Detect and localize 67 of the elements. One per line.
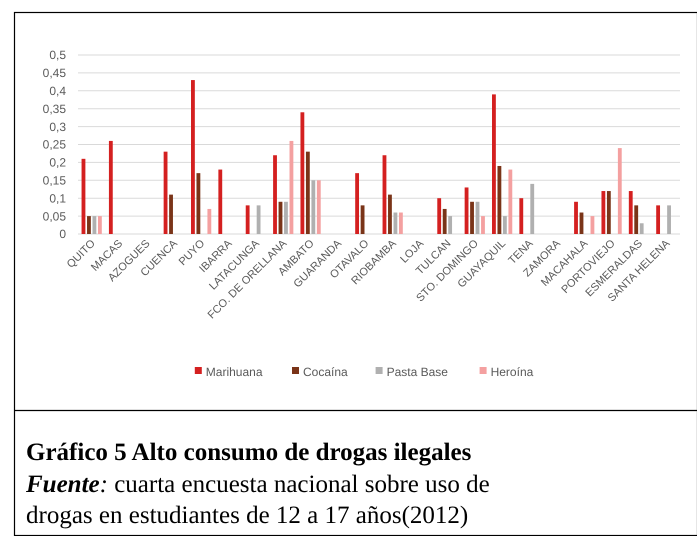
- bar: [437, 198, 442, 234]
- bar: [574, 202, 578, 234]
- y-tick-label: 0,4: [49, 84, 66, 98]
- bar: [388, 194, 392, 234]
- legend-label: Marihuana: [206, 365, 263, 380]
- bar: [316, 180, 321, 234]
- bar: [278, 202, 282, 234]
- legend-label: Cocaína: [303, 365, 348, 380]
- y-tick-label: 0,15: [42, 174, 66, 188]
- source-note: Fuente: cuarta encuesta nacional sobre uso de drogas en estudiantes de 12 a 17 años(2012): [25, 471, 490, 529]
- bar: [530, 184, 534, 234]
- bar: [98, 216, 102, 234]
- bar: [628, 191, 633, 234]
- bar: [470, 202, 474, 234]
- bar: [398, 212, 403, 234]
- bar: [618, 148, 622, 234]
- bar: [108, 140, 113, 234]
- bar: [306, 152, 310, 234]
- y-tick-label: 0,45: [42, 66, 66, 80]
- bar: [360, 205, 364, 234]
- bar: [256, 205, 261, 234]
- bar: [196, 173, 200, 234]
- bar: [246, 205, 250, 234]
- y-tick-label: 0,25: [42, 138, 66, 152]
- bar: [442, 208, 447, 234]
- bar: [169, 194, 173, 234]
- bar: [634, 205, 638, 234]
- y-tick-label: 0,05: [42, 209, 66, 224]
- bar: [191, 80, 195, 234]
- bar: [667, 205, 671, 234]
- bar: [656, 205, 660, 234]
- bar: [92, 216, 96, 234]
- bar: [207, 208, 212, 234]
- y-tick-label: 0,5: [49, 48, 66, 62]
- bar: [290, 140, 294, 234]
- bar: [464, 187, 468, 234]
- bar: [355, 173, 360, 234]
- bar: [606, 191, 611, 234]
- bar: [601, 191, 606, 234]
- bar: [394, 212, 398, 234]
- y-tick-label: 0,2: [49, 156, 66, 170]
- y-tick-label: 0,3: [49, 120, 66, 134]
- bar: [273, 155, 277, 234]
- bar: [580, 212, 584, 234]
- bar: [300, 112, 304, 234]
- bar: [82, 158, 86, 234]
- text: Gráfico 5 Alto consumo de drogas ilegales: [26, 439, 472, 466]
- legend-label: Heroína: [490, 365, 534, 380]
- bar: [492, 94, 496, 234]
- bar: [218, 170, 222, 234]
- bar: [311, 180, 316, 234]
- bar: [87, 216, 91, 234]
- bar: [590, 216, 594, 234]
- bar: [497, 166, 502, 234]
- y-tick-label: 0: [59, 227, 66, 242]
- legend-label: Pasta Base: [386, 365, 448, 380]
- bar: [502, 216, 507, 234]
- y-tick-label: 0,1: [49, 191, 66, 206]
- y-tick-label: 0,35: [42, 102, 66, 116]
- bar: [481, 216, 485, 234]
- bar: [508, 170, 512, 234]
- bar: [476, 202, 480, 234]
- bar: [448, 216, 452, 234]
- bar: [164, 152, 168, 234]
- bar: [284, 202, 288, 234]
- bar: [382, 155, 386, 234]
- bar: [519, 198, 524, 234]
